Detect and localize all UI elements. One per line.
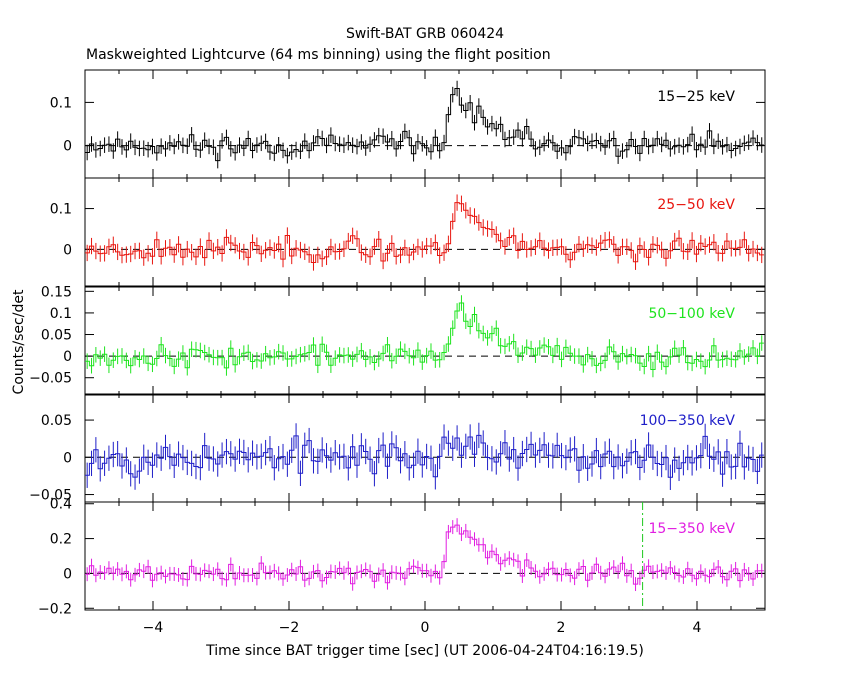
panel-frame [84, 501, 766, 611]
y-tick-label: −0.05 [29, 488, 72, 504]
series-line-1 [85, 88, 764, 162]
panel-label: 25−50 keV [657, 197, 735, 213]
x-tick-label: 2 [557, 620, 566, 636]
x-tick-label: 4 [693, 620, 702, 636]
y-tick-label: 0 [63, 139, 72, 155]
panel-4: −0.05 0 0.05 100−350 keV [29, 393, 766, 504]
y-tick-label: 0.1 [50, 306, 72, 322]
y-tick-label: 0.05 [41, 328, 72, 344]
y-tick-label: 0.4 [50, 497, 72, 513]
chart-title: Swift-BAT GRB 060424 [346, 26, 504, 42]
y-tick-label: 0.2 [50, 532, 72, 548]
panel-3: −0.05 0 0.05 0.1 0.15 50−100 keV [29, 284, 766, 396]
panel-frame [84, 286, 766, 396]
panel-5: −0.2 0 0.2 0.4 15−350 keV [38, 497, 766, 617]
panel-frame [84, 177, 766, 287]
chart-subtitle: Maskweighted Lightcurve (64 ms binning) … [86, 47, 551, 63]
series-line-3 [85, 302, 764, 370]
y-tick-label: 0 [63, 566, 72, 582]
series-line-5 [85, 524, 764, 585]
y-tick-label: −0.2 [38, 601, 72, 617]
y-tick-label: 0.1 [50, 202, 72, 218]
panel-label: 15−350 keV [648, 521, 735, 537]
panel-1: 0 0.1 15−25 keV [50, 69, 766, 179]
panel-frame [84, 69, 766, 179]
series-line-2 [85, 202, 764, 263]
x-tick-label: 0 [421, 620, 430, 636]
y-tick-label: 0.05 [41, 413, 72, 429]
x-tick-label: −2 [279, 620, 300, 636]
series-line-4 [85, 434, 764, 478]
panel-label: 15−25 keV [657, 89, 735, 105]
y-tick-label: 0 [63, 349, 72, 365]
y-tick-label: −0.05 [29, 371, 72, 387]
y-tick-label: 0.15 [41, 284, 72, 300]
y-tick-label: 0 [63, 242, 72, 258]
panel-label: 50−100 keV [648, 306, 735, 322]
y-tick-label: 0 [63, 450, 72, 466]
y-tick-label: 0.1 [50, 95, 72, 111]
x-axis-label: Time since BAT trigger time [sec] (UT 20… [205, 643, 644, 659]
y-axis-label: Counts/sec/det [11, 289, 27, 394]
panel-label: 100−350 keV [640, 413, 736, 429]
panel-frame [84, 393, 766, 503]
x-tick-label: −4 [143, 620, 164, 636]
panel-2: 0 0.1 25−50 keV [50, 177, 766, 287]
